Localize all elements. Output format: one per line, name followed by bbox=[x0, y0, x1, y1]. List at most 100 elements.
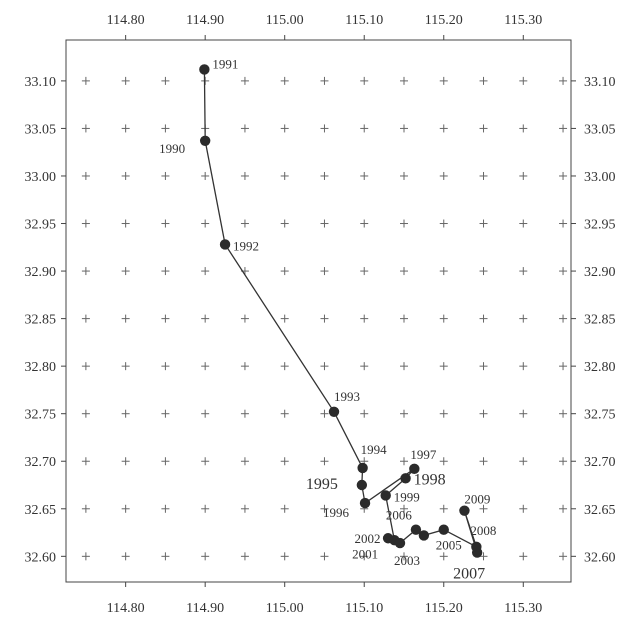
x-tick-label-bottom: 114.90 bbox=[186, 601, 224, 616]
grid-cross bbox=[439, 219, 448, 228]
grid-cross bbox=[360, 552, 369, 561]
grid-cross bbox=[439, 171, 448, 180]
point-label-1993: 1993 bbox=[334, 389, 360, 404]
y-tick-label-left: 32.95 bbox=[25, 218, 57, 233]
grid-cross bbox=[161, 457, 170, 466]
data-point-1996 bbox=[359, 497, 371, 509]
grid-cross bbox=[519, 457, 528, 466]
grid-cross bbox=[81, 76, 90, 85]
point-label-2003: 2003 bbox=[394, 553, 420, 568]
grid-cross bbox=[399, 171, 408, 180]
data-point-1992 bbox=[219, 239, 231, 250]
grid-cross bbox=[320, 409, 329, 418]
point-label-1996: 1996 bbox=[323, 505, 350, 520]
grid-cross bbox=[81, 124, 90, 133]
y-tick-label-left: 32.70 bbox=[25, 455, 57, 470]
grid-cross bbox=[161, 409, 170, 418]
grid-cross bbox=[240, 504, 249, 513]
point-label-1992: 1992 bbox=[233, 238, 259, 253]
grid-cross bbox=[240, 76, 249, 85]
grid-cross bbox=[121, 171, 130, 180]
data-point-1998 bbox=[400, 473, 411, 484]
y-tick-label-right: 32.60 bbox=[584, 550, 616, 565]
grid-cross bbox=[240, 457, 249, 466]
grid-cross bbox=[121, 219, 130, 228]
y-tick-label-right: 32.90 bbox=[584, 265, 616, 280]
grid-cross bbox=[121, 552, 130, 561]
grid-cross bbox=[81, 504, 90, 513]
grid-cross bbox=[81, 314, 90, 323]
y-tick-label-left: 33.10 bbox=[25, 75, 57, 90]
x-tick-label-bottom: 115.20 bbox=[425, 601, 463, 616]
data-point-2009 bbox=[459, 505, 470, 516]
grid-cross bbox=[240, 409, 249, 418]
grid-cross bbox=[360, 409, 369, 418]
y-tick-label-right: 33.10 bbox=[584, 75, 616, 90]
point-label-1997: 1997 bbox=[410, 447, 437, 462]
y-tick-label-right: 32.80 bbox=[584, 360, 616, 375]
grid-cross bbox=[439, 267, 448, 276]
y-tick-label-left: 32.85 bbox=[25, 313, 57, 328]
point-label-2006: 2006 bbox=[386, 508, 413, 523]
grid-cross bbox=[240, 314, 249, 323]
x-tick-label-bottom: 114.80 bbox=[107, 601, 145, 616]
point-label-1998: 1998 bbox=[414, 471, 446, 488]
y-tick-label-left: 32.60 bbox=[25, 550, 57, 565]
grid-cross bbox=[121, 362, 130, 371]
y-tick-label-right: 32.65 bbox=[584, 503, 616, 518]
grid-cross bbox=[320, 457, 329, 466]
grid-cross bbox=[399, 76, 408, 85]
y-tick-label-right: 32.85 bbox=[584, 313, 616, 328]
grid-cross bbox=[519, 409, 528, 418]
grid-cross bbox=[559, 552, 568, 561]
y-tick-label-left: 33.05 bbox=[25, 122, 57, 137]
x-tick-label-bottom: 115.10 bbox=[345, 601, 383, 616]
grid-cross bbox=[121, 457, 130, 466]
grid-cross bbox=[280, 504, 289, 513]
grid-cross bbox=[479, 552, 488, 561]
grid-cross bbox=[399, 314, 408, 323]
grid-cross bbox=[201, 362, 210, 371]
grid-cross bbox=[320, 314, 329, 323]
grid-cross bbox=[519, 552, 528, 561]
grid-cross bbox=[201, 267, 210, 276]
x-tick-label-top: 114.90 bbox=[186, 13, 224, 28]
grid-cross bbox=[559, 124, 568, 133]
grid-cross bbox=[280, 171, 289, 180]
grid-cross bbox=[399, 457, 408, 466]
grid-cross bbox=[519, 314, 528, 323]
grid-cross bbox=[439, 457, 448, 466]
grid-cross bbox=[240, 552, 249, 561]
grid-cross bbox=[360, 314, 369, 323]
grid-cross bbox=[519, 362, 528, 371]
y-tick-label-left: 33.00 bbox=[25, 170, 57, 185]
grid-cross bbox=[161, 219, 170, 228]
grid-cross bbox=[121, 76, 130, 85]
data-point-1999 bbox=[380, 490, 391, 501]
grid-cross bbox=[240, 124, 249, 133]
data-point-1991 bbox=[199, 64, 210, 75]
x-tick-label-bottom: 115.30 bbox=[504, 601, 542, 616]
grid-cross bbox=[320, 171, 329, 180]
grid-cross bbox=[81, 267, 90, 276]
grid-cross bbox=[201, 552, 210, 561]
grid-cross bbox=[519, 171, 528, 180]
grid-cross bbox=[320, 76, 329, 85]
grid-cross bbox=[81, 362, 90, 371]
grid-cross bbox=[121, 314, 130, 323]
grid-cross bbox=[519, 76, 528, 85]
grid-cross bbox=[399, 409, 408, 418]
grid-cross bbox=[439, 124, 448, 133]
grid-cross bbox=[280, 124, 289, 133]
grid-cross bbox=[161, 267, 170, 276]
grid-cross bbox=[479, 457, 488, 466]
point-label-1994: 1994 bbox=[361, 442, 388, 457]
grid-cross bbox=[559, 314, 568, 323]
grid-cross bbox=[121, 409, 130, 418]
grid-cross bbox=[320, 219, 329, 228]
point-label-1990: 1990 bbox=[159, 141, 185, 156]
grid-cross bbox=[360, 267, 369, 276]
grid-cross bbox=[161, 362, 170, 371]
grid-cross bbox=[559, 504, 568, 513]
data-point-1990 bbox=[199, 135, 211, 146]
